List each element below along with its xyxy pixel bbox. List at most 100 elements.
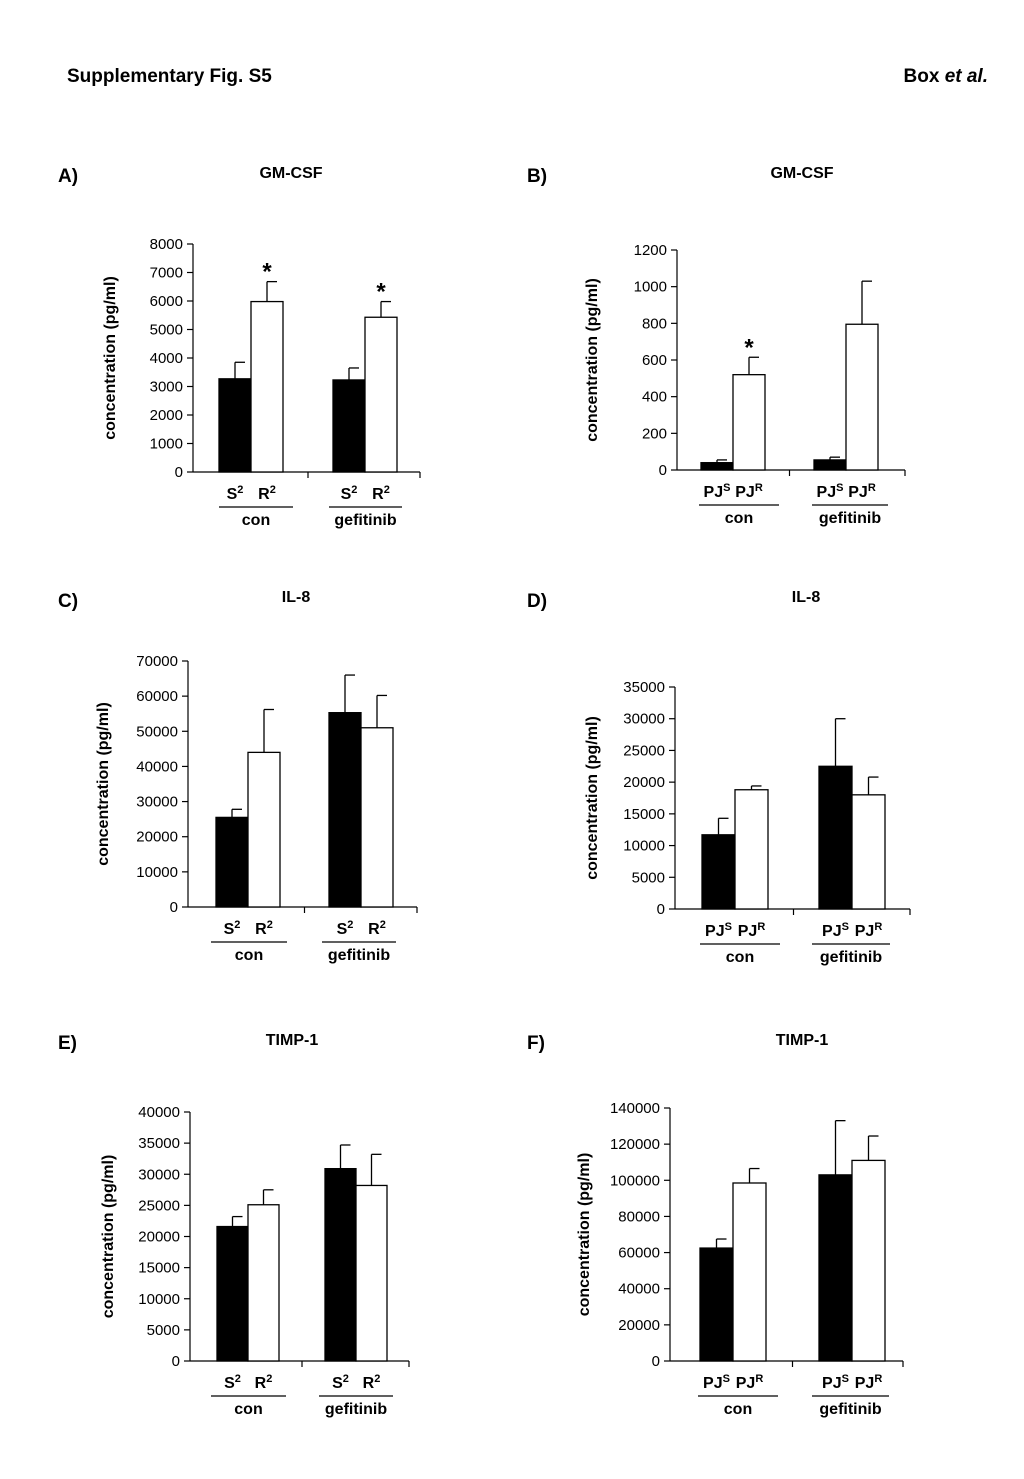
- y-tick-label: 7000: [150, 265, 183, 282]
- group-label: gefitinib: [328, 947, 390, 964]
- bar-label: S2: [224, 919, 241, 938]
- bar-PJS-con: [701, 834, 736, 910]
- bar-label: PJR: [738, 921, 766, 940]
- y-tick-label: 5000: [147, 1322, 180, 1339]
- y-tick-label: 0: [657, 901, 665, 918]
- panel-letter-c: C): [58, 591, 79, 612]
- y-tick-label: 4000: [150, 350, 183, 367]
- group-label: con: [724, 1401, 752, 1418]
- y-tick-label: 200: [642, 425, 667, 442]
- y-tick-label: 20000: [618, 1317, 660, 1334]
- y-axis-label: concentration (pg/ml): [576, 1153, 593, 1317]
- bar-PJS-gefitinib: [818, 1174, 853, 1362]
- y-tick-label: 1000: [634, 279, 667, 296]
- bar-PJR-con: [734, 789, 769, 910]
- y-tick-label: 35000: [623, 679, 665, 696]
- bar-S2-con: [216, 1225, 249, 1362]
- bar-R2-con: [247, 1204, 280, 1362]
- y-tick-label: 20000: [623, 774, 665, 791]
- group-label: gefitinib: [334, 512, 396, 529]
- y-tick-label: 80000: [618, 1208, 660, 1225]
- bar-label: PJR: [855, 1373, 883, 1392]
- y-tick-label: 100000: [610, 1172, 660, 1189]
- panel-title-b: GM-CSF: [770, 165, 834, 182]
- y-tick-label: 30000: [623, 711, 665, 728]
- y-axis-label: concentration (pg/ml): [100, 1155, 117, 1319]
- panel-title-c: IL-8: [281, 589, 311, 606]
- bar-label: PJR: [735, 482, 763, 501]
- y-tick-label: 25000: [623, 742, 665, 759]
- panel-letter-f: F): [527, 1033, 545, 1054]
- bar-PJR-gefitinib: [851, 1159, 886, 1362]
- group-label: con: [234, 1401, 262, 1418]
- bar-label: R2: [368, 919, 386, 938]
- y-tick-label: 40000: [136, 758, 178, 775]
- significance-star: *: [262, 259, 272, 286]
- y-tick-label: 40000: [618, 1281, 660, 1298]
- group-label: con: [725, 510, 753, 527]
- y-tick-label: 10000: [136, 864, 178, 881]
- y-tick-label: 0: [659, 462, 667, 479]
- significance-star: *: [744, 334, 754, 361]
- group-label: gefitinib: [819, 510, 881, 527]
- y-tick-label: 10000: [623, 838, 665, 855]
- bar-label: R2: [363, 1373, 381, 1392]
- bar-R2-con: [247, 751, 281, 908]
- y-tick-label: 5000: [632, 869, 665, 886]
- y-tick-label: 1200: [634, 242, 667, 259]
- group-label: gefitinib: [819, 1401, 881, 1418]
- y-tick-label: 0: [652, 1353, 660, 1370]
- authors-label: Box et al.: [904, 66, 989, 88]
- y-tick-label: 1000: [150, 436, 183, 453]
- y-tick-label: 400: [642, 389, 667, 406]
- panel-title-d: IL-8: [791, 589, 821, 606]
- y-tick-label: 25000: [138, 1197, 180, 1214]
- y-tick-label: 30000: [138, 1166, 180, 1183]
- panel-title-e: TIMP-1: [265, 1032, 319, 1049]
- y-tick-label: 10000: [138, 1291, 180, 1308]
- bar-S2-gefitinib: [324, 1167, 357, 1362]
- bar-PJR-con: [732, 1182, 767, 1362]
- bar-label: R2: [255, 1373, 273, 1392]
- bar-label: S2: [224, 1373, 241, 1392]
- significance-star: *: [376, 279, 386, 306]
- y-tick-label: 15000: [138, 1260, 180, 1277]
- y-tick-label: 0: [172, 1353, 180, 1370]
- y-tick-label: 6000: [150, 293, 183, 310]
- bar-label: PJS: [704, 482, 731, 501]
- group-label: con: [726, 949, 754, 966]
- group-label: gefitinib: [325, 1401, 387, 1418]
- panel-title-f: TIMP-1: [775, 1032, 829, 1049]
- authors-etal: et al.: [944, 66, 988, 87]
- bar-PJR-gefitinib: [845, 323, 879, 471]
- bar-label: S2: [332, 1373, 349, 1392]
- bar-label: PJS: [705, 921, 732, 940]
- bar-label: PJS: [822, 1373, 849, 1392]
- panel-letter-e: E): [58, 1033, 77, 1054]
- y-tick-label: 20000: [138, 1229, 180, 1246]
- authors-name: Box: [903, 66, 945, 87]
- y-axis-label: concentration (pg/ml): [584, 278, 601, 442]
- bar-label: PJR: [848, 482, 876, 501]
- y-tick-label: 35000: [138, 1135, 180, 1152]
- y-tick-label: 600: [642, 352, 667, 369]
- y-tick-label: 50000: [136, 723, 178, 740]
- group-label: gefitinib: [820, 949, 882, 966]
- group-label: con: [235, 947, 263, 964]
- y-tick-label: 120000: [610, 1136, 660, 1153]
- bar-PJS-con: [699, 1247, 734, 1362]
- y-tick-label: 60000: [618, 1245, 660, 1262]
- panel-title-a: GM-CSF: [259, 165, 323, 182]
- bar-label: S2: [227, 484, 244, 503]
- y-tick-label: 3000: [150, 379, 183, 396]
- y-tick-label: 70000: [136, 653, 178, 670]
- bar-label: S2: [337, 919, 354, 938]
- y-axis-label: concentration (pg/ml): [102, 276, 119, 440]
- group-label: con: [242, 512, 270, 529]
- y-tick-label: 5000: [150, 322, 183, 339]
- panel-letter-d: D): [527, 591, 548, 612]
